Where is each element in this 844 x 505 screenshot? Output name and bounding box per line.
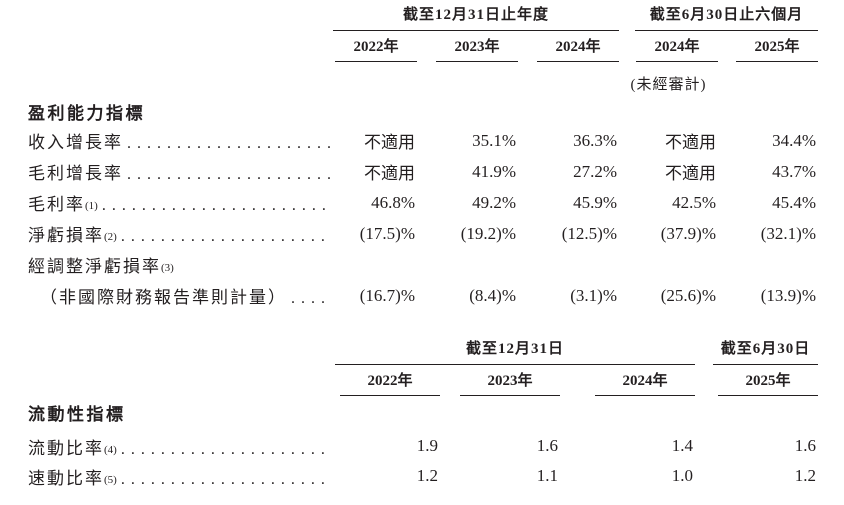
value-2022: 1.9 [416, 436, 438, 455]
spacer-cell [0, 6, 330, 31]
value-2022: (17.5)% [359, 223, 415, 243]
row-label: 淨虧損率 [28, 226, 104, 245]
value-2022: 不適用 [364, 164, 415, 183]
spacer-cell [0, 372, 330, 396]
dot-leader [127, 135, 330, 153]
value-2024-interim: 不適用 [665, 164, 716, 183]
value-2024: 27.2% [573, 161, 617, 181]
value-2022: (16.7)% [359, 285, 415, 305]
dot-leader [102, 197, 330, 215]
value-2025-interim: (32.1)% [760, 223, 816, 243]
table1-group-header-row: 截至12月31日止年度 截至6月30日止六個月 [0, 6, 818, 31]
value-2023: (8.4)% [469, 285, 516, 305]
row-label: 收入增長率 [28, 133, 123, 152]
value-2023: 35.1% [472, 130, 516, 150]
value-2023: 1.1 [536, 466, 558, 485]
row-gross-margin: 毛利率(1) 46.8% 49.2% 45.9% 42.5% 45.4% [0, 187, 818, 218]
value-2025-interim: (13.9)% [760, 285, 816, 305]
value-2023: 41.9% [472, 161, 516, 181]
value-2024: 36.3% [573, 130, 617, 150]
value-2024: 45.9% [573, 192, 617, 212]
col-group-six-months-ended-jun30: 截至6月30日止六個月 [635, 6, 818, 31]
unaudited-note: (未經審計) [630, 77, 707, 93]
value-2023: 49.2% [472, 192, 516, 212]
row-adjusted-net-loss-margin-non-ifrs: （非國際財務報告準則計量） (16.7)% (8.4)% (3.1)% (25.… [0, 280, 818, 311]
row-label: 毛利率 [28, 195, 85, 214]
year-header-2024: 2024年 [595, 372, 695, 396]
profitability-table: 截至12月31日止年度 截至6月30日止六個月 2022年 2023年 2024… [0, 6, 818, 311]
value-2022: 不適用 [364, 133, 415, 152]
section-title-profitability: 盈利能力指標 [28, 104, 145, 123]
dot-leader [291, 290, 330, 308]
col-group-as-of-jun30: 截至6月30日 [713, 340, 818, 365]
value-2024: (12.5)% [561, 223, 617, 243]
year-header-2024-interim: 2024年 [636, 38, 718, 62]
value-2025-interim: 34.4% [772, 130, 816, 150]
row-label: 流動比率 [28, 438, 104, 458]
value-2023: (19.2)% [460, 223, 516, 243]
table1-unaudited-row: (未經審計) [0, 76, 818, 94]
value-2023: 1.6 [536, 436, 558, 455]
value-2025: 1.6 [794, 436, 816, 455]
value-2025-interim: 45.4% [772, 192, 816, 212]
value-2024: (3.1)% [570, 285, 617, 305]
row-adjusted-net-loss-margin-label: 經調整淨虧損率 (3) [0, 249, 818, 280]
row-gross-profit-growth-rate: 毛利增長率 不適用 41.9% 27.2% 不適用 43.7% [0, 156, 818, 187]
table2-group-header-row: 截至12月31日 截至6月30日 [0, 340, 818, 365]
year-header-2025: 2025年 [718, 372, 818, 396]
spacer-cell [0, 340, 330, 365]
dot-leader [121, 228, 330, 246]
table1-section-row: 盈利能力指標 [0, 103, 818, 125]
value-2025: 1.2 [794, 466, 816, 485]
value-2025-interim: 43.7% [772, 161, 816, 181]
liquidity-table: 截至12月31日 截至6月30日 2022年 2023年 2024年 2025年… [0, 340, 818, 491]
year-header-2025-interim: 2025年 [736, 38, 818, 62]
year-header-2022: 2022年 [340, 372, 440, 396]
row-label: （非國際財務報告準則計量） [40, 288, 287, 307]
dot-leader [127, 166, 330, 184]
year-header-2024: 2024年 [537, 38, 619, 62]
value-2022: 46.8% [371, 192, 415, 212]
row-quick-ratio: 速動比率(5) 1.2 1.1 1.0 1.2 [0, 461, 818, 491]
value-2024: 1.0 [671, 466, 693, 485]
row-current-ratio: 流動比率(4) 1.9 1.6 1.4 1.6 [0, 431, 818, 461]
section-title-liquidity: 流動性指標 [28, 405, 126, 424]
year-header-2023: 2023年 [460, 372, 560, 396]
row-net-loss-margin: 淨虧損率(2) (17.5)% (19.2)% (12.5)% (37.9)% … [0, 218, 818, 249]
value-2024-interim: 42.5% [672, 192, 716, 212]
year-header-2023: 2023年 [436, 38, 518, 62]
table1-year-header-row: 2022年 2023年 2024年 2024年 2025年 [0, 38, 818, 62]
value-2024-interim: 不適用 [665, 133, 716, 152]
row-label: 毛利增長率 [28, 164, 123, 183]
row-label: 經調整淨虧損率 [28, 257, 161, 276]
table2-section-row: 流動性指標 [0, 404, 818, 426]
row-revenue-growth-rate: 收入增長率 不適用 35.1% 36.3% 不適用 34.4% [0, 125, 818, 156]
value-2024: 1.4 [671, 436, 693, 455]
value-2024-interim: (37.9)% [660, 223, 716, 243]
row-label: 速動比率 [28, 468, 104, 488]
col-group-year-ended-dec31: 截至12月31日止年度 [333, 6, 619, 31]
spacer-cell [0, 38, 330, 62]
year-header-2022: 2022年 [335, 38, 417, 62]
col-group-as-of-dec31: 截至12月31日 [335, 340, 695, 365]
value-2022: 1.2 [416, 466, 438, 485]
value-2024-interim: (25.6)% [660, 285, 716, 305]
table2-year-header-row: 2022年 2023年 2024年 2025年 [0, 372, 818, 396]
dot-leader [121, 441, 330, 459]
dot-leader [121, 471, 330, 489]
